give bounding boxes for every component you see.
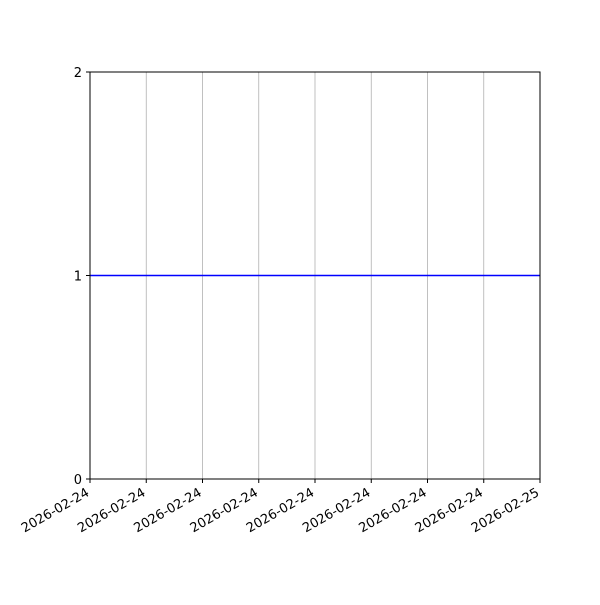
y-axis: 0 1 2	[74, 66, 90, 488]
y-tick-label: 1	[74, 270, 82, 285]
x-axis: 2026-02-242026-02-242026-02-242026-02-24…	[19, 479, 542, 536]
y-tick-label: 2	[74, 66, 82, 81]
y-tick-label: 0	[74, 473, 82, 488]
